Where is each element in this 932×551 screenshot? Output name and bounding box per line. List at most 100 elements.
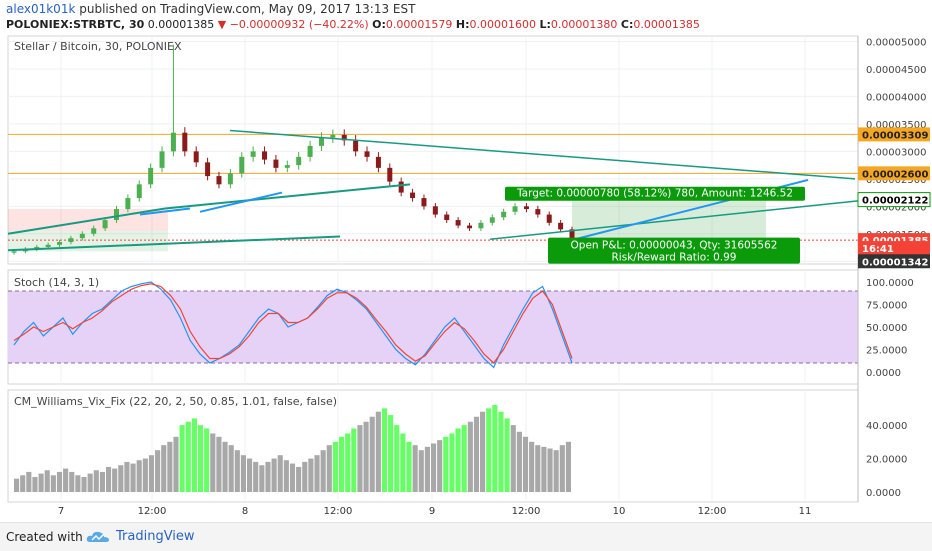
- vix-bar: [480, 411, 486, 492]
- vix-bar: [240, 455, 247, 492]
- vix-bar: [75, 475, 81, 492]
- time-tick-label: 12:00: [324, 506, 353, 517]
- vix-bar: [516, 431, 522, 492]
- price-tag: 16:41: [862, 244, 894, 255]
- trend-line: [229, 129, 856, 180]
- vix-bar: [271, 458, 277, 492]
- close-label: C:: [620, 18, 634, 31]
- vix-bar: [44, 470, 50, 492]
- vix-bar: [234, 450, 240, 492]
- stoch-d-line: [13, 283, 573, 364]
- candle-body: [523, 206, 529, 210]
- vix-bar: [50, 475, 56, 492]
- candle-body: [455, 220, 461, 226]
- chart-area[interactable]: Target: 0.00000780 (58.12%) 780, Amount:…: [0, 32, 932, 520]
- tradingview-cloud-icon: [86, 531, 109, 542]
- vix-bar: [277, 455, 283, 492]
- pnl-label-bg: [548, 237, 800, 264]
- vix-bar: [510, 425, 516, 492]
- candle-body: [341, 134, 347, 141]
- vix-bar: [430, 443, 437, 492]
- vix-bar: [87, 473, 93, 492]
- vix-tick-label: 20.0000: [866, 455, 907, 466]
- created-with-text: Created with: [6, 530, 83, 544]
- vix-pane-title: CM_Williams_Vix_Fix (22, 20, 2, 50, 0.85…: [14, 395, 337, 408]
- vix-bar: [363, 421, 369, 492]
- candle-body: [421, 198, 427, 207]
- stoch-k-line: [13, 281, 573, 369]
- candle-body: [444, 214, 450, 221]
- candle-body: [79, 233, 85, 239]
- tradingview-link[interactable]: TradingView: [116, 529, 195, 544]
- vix-bar: [56, 471, 63, 492]
- vix-bar: [437, 440, 443, 492]
- chart-svg[interactable]: Target: 0.00000780 (58.12%) 780, Amount:…: [0, 32, 932, 520]
- vix-bar: [467, 421, 473, 492]
- candle-body: [432, 206, 438, 215]
- candle-body: [273, 159, 279, 168]
- vix-bar: [26, 471, 32, 492]
- vix-bar: [32, 476, 38, 492]
- vix-tick-label: 0.0000: [866, 488, 901, 499]
- vix-bar: [204, 428, 210, 492]
- vix-bar: [553, 450, 559, 492]
- vix-bar: [296, 466, 302, 492]
- price-tag: 0.00002122: [862, 196, 928, 207]
- axes: 0.00005000 0.00004500 0.00004000 0.00003500…: [58, 36, 931, 517]
- last-price: 0.00001385: [147, 18, 215, 31]
- candle-body: [227, 173, 233, 185]
- price-tick-label: 0.00003500: [866, 120, 926, 131]
- vix-bar: [449, 433, 455, 492]
- symbol-label: POLONIEX:STRBTC, 30: [6, 18, 145, 31]
- candle-body: [170, 132, 176, 152]
- candle-body: [113, 209, 119, 221]
- candle-body: [45, 244, 51, 247]
- price-tag-bg: [858, 127, 930, 142]
- time-tick-label: 12:00: [512, 506, 541, 517]
- vix-bar: [69, 471, 75, 492]
- price-tag: 0.00003309: [862, 130, 928, 141]
- price-tag-bg: [858, 241, 930, 256]
- stoch-tick-label: 50.0000: [866, 323, 907, 334]
- vix-bar: [535, 445, 541, 492]
- vix-bar: [461, 425, 467, 492]
- vix-bar: [351, 428, 357, 492]
- stoch-band-fill: [8, 291, 858, 363]
- price-tag-bg: [858, 254, 930, 269]
- price-tick-label: 0.00005000: [866, 37, 926, 48]
- blue-arrow-line: [199, 191, 283, 213]
- candle-body: [193, 151, 199, 163]
- pnl-label: Open P&L: 0.00000043, Qty: 31605562: [571, 240, 778, 252]
- vix-bar: [443, 436, 449, 492]
- vix-bar: [381, 408, 388, 492]
- vix-bar: [124, 461, 130, 492]
- candle-body: [205, 162, 211, 177]
- candle-body: [546, 214, 552, 223]
- time-tick-label: 10: [613, 506, 626, 517]
- vix-bar: [541, 446, 547, 492]
- username-link[interactable]: alex01k01k: [6, 2, 76, 16]
- vix-bar: [130, 463, 136, 492]
- vix-bar: [191, 418, 197, 492]
- vix-bar: [522, 436, 529, 492]
- vix-bar: [357, 425, 363, 492]
- vix-bar: [338, 436, 345, 492]
- time-tick-label: 8: [242, 506, 248, 517]
- vix-bar: [320, 450, 326, 492]
- candle-body: [250, 151, 256, 157]
- stoch-pane: [7, 269, 859, 385]
- time-tick-label: 7: [58, 506, 64, 517]
- close-value: 0.00001385: [633, 18, 700, 31]
- vix-bar: [167, 441, 173, 492]
- vix-bar: [142, 458, 148, 492]
- vix-bar: [265, 461, 271, 492]
- candle-body: [478, 222, 484, 229]
- vix-bar: [326, 445, 332, 492]
- candle-body: [353, 140, 359, 152]
- vix-bar: [38, 473, 44, 492]
- vix-bar: [14, 478, 20, 492]
- trend-line: [7, 235, 341, 252]
- down-triangle-icon: ▼: [217, 18, 227, 31]
- trend-line: [164, 183, 411, 210]
- vix-bar: [412, 445, 418, 492]
